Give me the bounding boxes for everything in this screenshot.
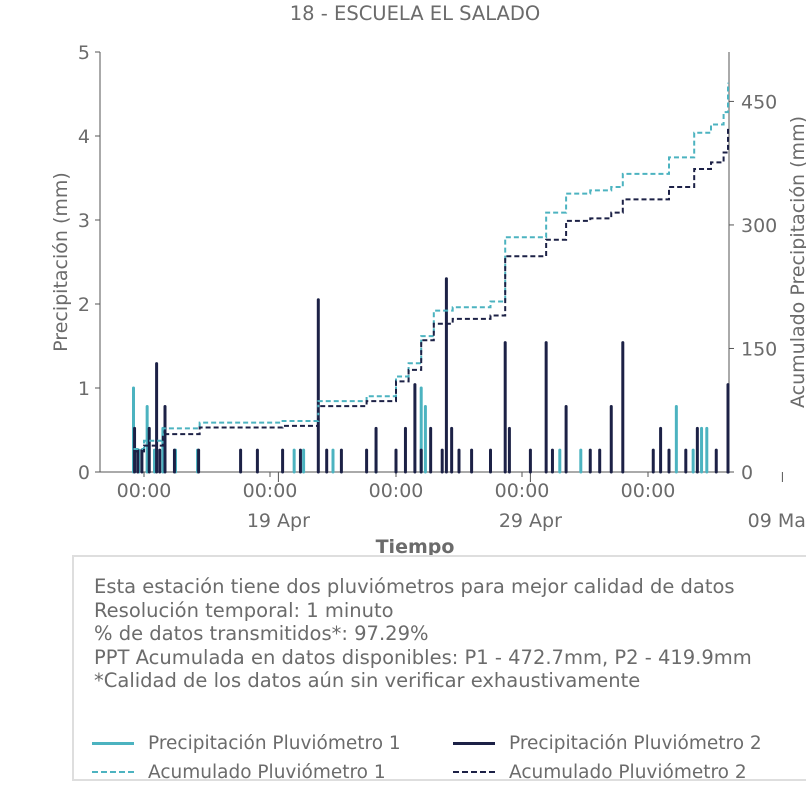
y-left-tick-label: 4: [78, 126, 90, 148]
x-minor-tick-label: 00:00: [621, 480, 676, 502]
legend-swatch-a2: [453, 771, 495, 773]
y-right-tick-label: 450: [741, 91, 777, 113]
legend-swatch-a1: [92, 771, 134, 773]
x-minor-tick-label: 00:00: [117, 480, 172, 502]
y-right-tick-label: 0: [741, 462, 753, 484]
x-axis-label: Tiempo: [376, 536, 455, 556]
legend-swatch-p2: [453, 741, 495, 745]
bars-pluviometro-2: [133, 277, 730, 474]
x-major-tick-label: 19 Apr: [247, 510, 310, 532]
info-line-stations: Esta estación tiene dos pluviómetros par…: [94, 575, 735, 598]
y-left-tick-label: 0: [78, 462, 90, 484]
legend-label-p2: Precipitación Pluviómetro 2: [509, 732, 762, 754]
x-minor-tick-label: 00:00: [243, 480, 298, 502]
cumulative-lines: [133, 82, 729, 453]
info-line-accumulated: PPT Acumulada en datos disponibles: P1 -…: [94, 645, 752, 669]
y-left-tick-label: 5: [78, 42, 90, 64]
x-major-tick-label: 29 Apr: [499, 510, 562, 532]
info-text: Esta estación tiene dos pluviómetros par…: [94, 575, 752, 693]
precipitation-chart: 18 - ESCUELA EL SALADO 01234501503004500…: [50, 2, 806, 556]
info-line-quality-note: *Calidad de los datos aún sin verificar …: [94, 669, 641, 693]
legend-item-p2: Precipitación Pluviómetro 2: [453, 732, 762, 754]
y-right-tick-label: 150: [741, 338, 777, 360]
y-axis-left-label: Precipitación (mm): [50, 172, 72, 352]
x-major-tick-label: 09 May: [748, 510, 806, 532]
legend-label-a1: Acumulado Pluviómetro 1: [148, 761, 386, 783]
info-line-resolution: Resolución temporal: 1 minuto: [94, 598, 394, 622]
y-axis-right-label: Acumulado Precipitación (mm): [787, 116, 806, 408]
legend-item-p1: Precipitación Pluviómetro 1: [92, 732, 401, 754]
x-minor-tick-label: 00:00: [369, 480, 424, 502]
y-left-tick-label: 1: [78, 378, 90, 400]
legend-swatch-p1: [92, 741, 134, 745]
x-minor-tick-label: 00:00: [495, 480, 550, 502]
info-panel: Esta estación tiene dos pluviómetros par…: [72, 555, 806, 783]
y-right-tick-label: 300: [741, 215, 777, 237]
legend-label-a2: Acumulado Pluviómetro 2: [509, 761, 747, 783]
legend-item-a1: Acumulado Pluviómetro 1: [92, 761, 386, 783]
chart-title: 18 - ESCUELA EL SALADO: [290, 2, 540, 25]
info-line-transmitted: % de datos transmitidos*: 97.29%: [94, 622, 429, 646]
cumulative-line-pluviometro-2: [133, 126, 729, 453]
legend-item-a2: Acumulado Pluviómetro 2: [453, 761, 747, 783]
cumulative-line-pluviometro-1: [133, 82, 729, 450]
y-left-tick-label: 2: [78, 294, 90, 316]
legend-label-p1: Precipitación Pluviómetro 1: [148, 732, 401, 754]
y-left-tick-label: 3: [78, 210, 90, 232]
